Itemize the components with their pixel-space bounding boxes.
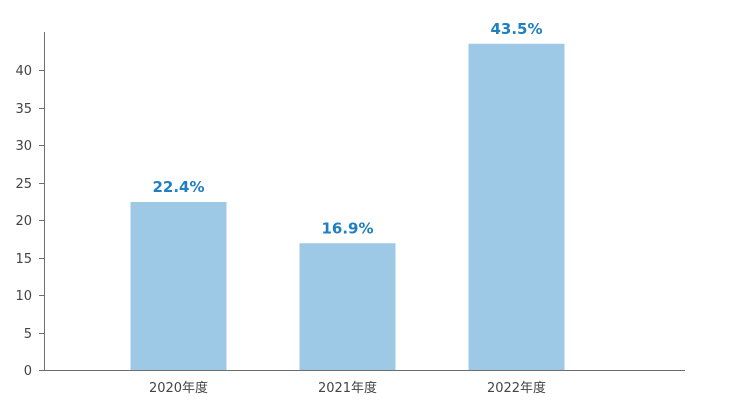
y-tick-label: 30 [15, 139, 32, 154]
x-category-label: 2021年度 [318, 380, 377, 396]
bar [299, 243, 396, 370]
y-tick-label: 15 [15, 252, 32, 267]
data-labels: 22.4% 16.9% 43.5% [152, 20, 542, 238]
data-label: 43.5% [490, 20, 542, 38]
y-tick-label: 35 [15, 102, 32, 117]
x-category-label: 2020年度 [149, 380, 208, 396]
y-tick-label: 40 [15, 64, 32, 79]
data-label: 16.9% [321, 219, 373, 237]
bar [130, 202, 227, 370]
y-tick-label: 25 [15, 177, 32, 192]
y-tick-label: 20 [15, 214, 32, 229]
data-label: 22.4% [152, 178, 204, 196]
x-axis-labels: 2020年度 2021年度 2022年度 [149, 380, 546, 396]
bars [130, 43, 565, 370]
y-tick-label: 5 [24, 327, 32, 342]
x-category-label: 2022年度 [487, 380, 546, 396]
y-axis-ticks: 0 5 10 15 20 25 30 35 40 [15, 64, 44, 379]
y-tick-label: 10 [15, 289, 32, 304]
y-tick-label: 0 [24, 364, 32, 379]
bar [468, 43, 565, 370]
